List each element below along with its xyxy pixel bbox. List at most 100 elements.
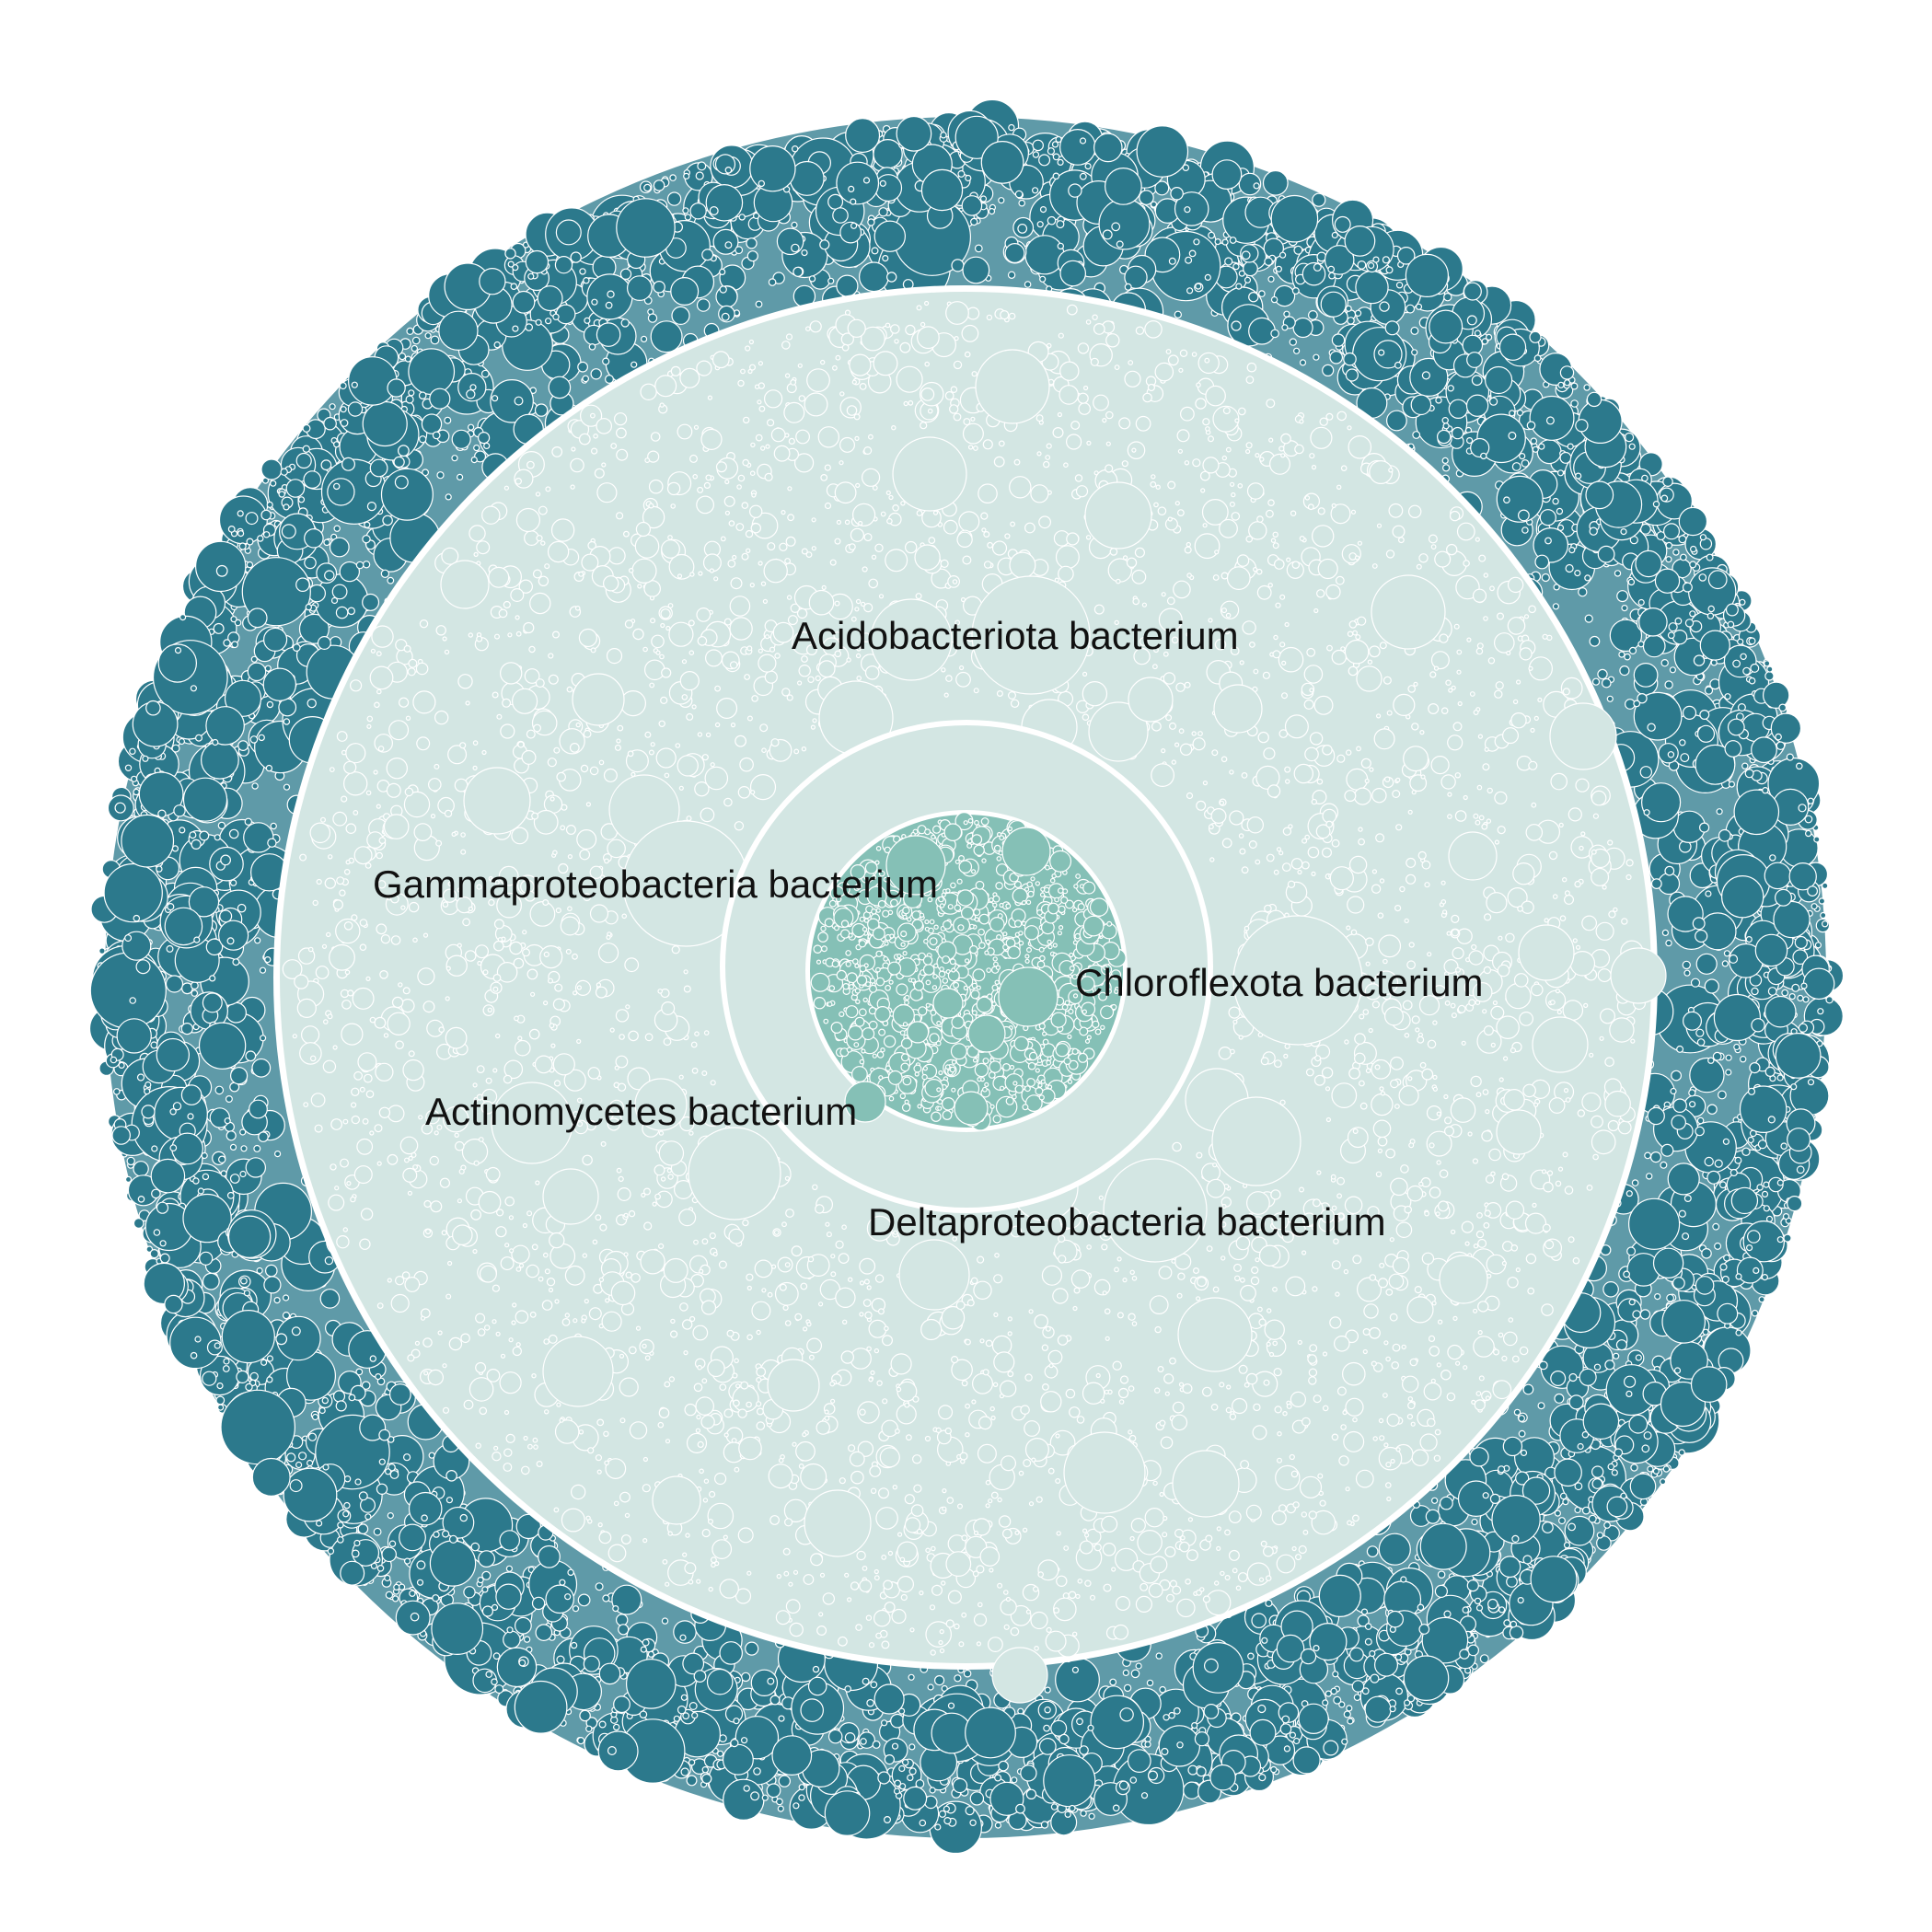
outer-bubble — [1471, 1518, 1478, 1526]
outer-bubble — [240, 1277, 248, 1285]
outer-bubble — [943, 1816, 952, 1825]
outer-bubble — [364, 521, 371, 528]
outer-bubble — [1695, 953, 1718, 975]
outer-bubble — [416, 1579, 424, 1586]
outer-bubble — [1629, 1473, 1657, 1500]
outer-bubble — [1020, 1764, 1037, 1782]
outer-bubble — [919, 1819, 927, 1827]
outer-bubble — [205, 706, 245, 746]
outer-bubble — [292, 643, 301, 652]
outer-bubble — [358, 1491, 368, 1501]
outer-bubble — [382, 515, 393, 526]
outer-bubble — [1258, 290, 1266, 297]
outer-bubble — [1787, 1195, 1803, 1212]
outer-bubble — [111, 1126, 131, 1145]
outer-bubble — [230, 1067, 249, 1085]
outer-bubble — [124, 764, 133, 772]
outer-bubble — [380, 569, 390, 579]
outer-bubble — [719, 285, 727, 294]
outer-bubble — [1313, 1644, 1320, 1652]
outer-bubble — [1667, 751, 1675, 758]
outer-bubble — [1719, 1263, 1728, 1271]
outer-bubble — [1672, 630, 1688, 645]
outer-bubble — [357, 1523, 369, 1534]
outer-bubble — [343, 1475, 352, 1483]
outer-bubble — [721, 312, 730, 321]
outer-bubble — [1707, 570, 1728, 590]
outer-bubble — [333, 525, 341, 532]
outer-bubble — [1559, 365, 1575, 380]
outer-bubble — [535, 318, 542, 326]
outer-bubble — [503, 1630, 521, 1649]
outer-bubble — [1331, 231, 1338, 239]
outer-bubble — [1502, 1436, 1523, 1457]
outer-bubble — [190, 1351, 198, 1359]
outer-bubble — [445, 1470, 457, 1482]
outer-bubble — [1007, 271, 1016, 279]
outer-bubble — [1334, 215, 1351, 233]
outer-bubble — [951, 259, 965, 272]
outer-bubble — [1168, 1711, 1175, 1719]
outer-bubble — [1776, 1236, 1784, 1244]
outer-bubble — [1680, 753, 1690, 763]
outer-bubble — [827, 1729, 843, 1744]
outer-bubble — [237, 903, 247, 913]
outer-bubble — [552, 313, 560, 320]
outer-bubble — [777, 1805, 784, 1812]
outer-bubble — [1620, 527, 1627, 536]
outer-bubble — [1364, 1637, 1372, 1646]
outer-bubble — [1052, 153, 1060, 161]
outer-bubble — [1788, 992, 1796, 1001]
outer-bubble — [469, 384, 477, 391]
outer-bubble — [481, 1586, 489, 1593]
outer-bubble — [859, 261, 889, 293]
outer-bubble — [1723, 950, 1731, 957]
outer-bubble — [1654, 568, 1681, 594]
outer-bubble — [776, 1798, 783, 1806]
outer-bubble — [583, 1655, 600, 1672]
outer-bubble — [1281, 1715, 1290, 1724]
outer-bubble — [215, 564, 228, 577]
outer-bubble — [1568, 1372, 1578, 1382]
outer-bubble — [1807, 1079, 1815, 1086]
outer-bubble — [798, 1784, 805, 1791]
outer-bubble — [394, 475, 409, 490]
outer-bubble — [1185, 256, 1193, 264]
outer-bubble — [179, 613, 187, 621]
outer-bubble — [1343, 1710, 1351, 1718]
outer-bubble — [1479, 1654, 1489, 1664]
outer-bubble — [1508, 431, 1517, 440]
outer-bubble — [1673, 1367, 1682, 1374]
outer-bubble — [362, 593, 380, 611]
outer-bubble — [1583, 384, 1591, 391]
outer-bubble — [1630, 1463, 1638, 1472]
outer-bubble — [1662, 1465, 1671, 1473]
outer-bubble — [1737, 702, 1746, 711]
outer-bubble — [1669, 666, 1677, 674]
outer-bubble — [1203, 1658, 1219, 1673]
outer-bubble — [491, 1678, 498, 1686]
outer-bubble — [1817, 1008, 1824, 1015]
outer-bubble — [1513, 1408, 1521, 1417]
outer-bubble — [1322, 364, 1335, 376]
outer-bubble — [153, 1229, 161, 1236]
outer-bubble — [535, 1624, 553, 1641]
outer-bubble — [1717, 1302, 1739, 1325]
outer-bubble — [1385, 410, 1407, 432]
outer-bubble — [1661, 929, 1670, 937]
outer-bubble — [1044, 1706, 1051, 1714]
outer-bubble — [1751, 1018, 1765, 1033]
outer-bubble — [387, 576, 395, 584]
outer-bubble — [582, 375, 590, 383]
outer-bubble — [878, 207, 888, 217]
outer-bubble — [1790, 1083, 1798, 1091]
outer-bubble — [89, 952, 167, 1029]
outer-bubble — [1170, 187, 1184, 201]
outer-bubble — [1435, 397, 1442, 404]
outer-bubble — [118, 1061, 125, 1070]
outer-bubble — [1776, 1179, 1784, 1186]
outer-bubble — [1727, 620, 1735, 629]
outer-bubble — [1647, 1106, 1665, 1126]
outer-bubble — [791, 221, 798, 228]
outer-bubble — [1764, 671, 1775, 681]
